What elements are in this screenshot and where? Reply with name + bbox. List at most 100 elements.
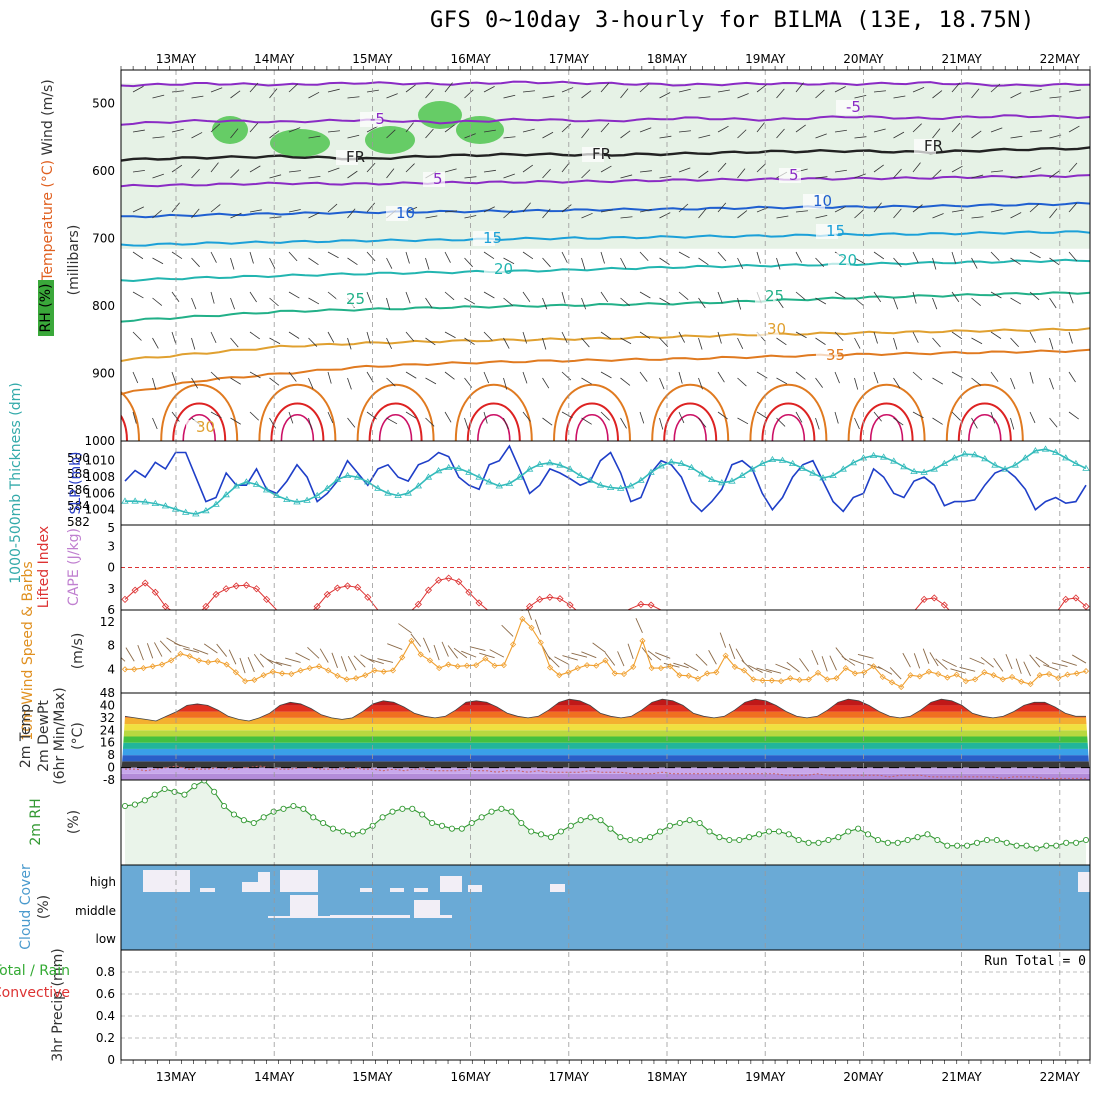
wind-speed-point — [814, 669, 822, 676]
wind-speed-point — [260, 672, 267, 679]
wind-barb — [230, 377, 241, 385]
wind-speed-point — [768, 677, 775, 684]
wind-barb — [444, 124, 455, 133]
rh-ylabel-units-part: (%) — [66, 810, 82, 834]
wind-barb-10m — [433, 644, 440, 661]
wind-barb — [522, 128, 535, 133]
wind-barb — [191, 377, 199, 389]
contour-label: 10 — [813, 192, 832, 210]
wind-barb — [912, 411, 924, 419]
thickness-point — [232, 482, 240, 489]
date-label-bottom: 15MAY — [352, 1070, 393, 1084]
wind-barb — [483, 251, 495, 259]
wind-barb — [756, 411, 768, 419]
wind-barb — [249, 411, 259, 421]
wind-barb — [990, 331, 1002, 339]
wind-barb — [483, 411, 488, 424]
temp-ylabel-minmax-part: (6hr Min/Max) — [52, 687, 68, 784]
wind-barb — [425, 337, 436, 346]
wind-speed-point — [602, 657, 609, 664]
li-ylabel-cape: CAPE (J/kg) — [66, 528, 82, 606]
wind-barb — [912, 331, 919, 343]
wind-barb — [425, 215, 438, 219]
wind-barb — [678, 130, 691, 133]
wind-speed-point — [140, 665, 147, 672]
wind-barb — [1010, 257, 1021, 265]
wind-speed-point — [778, 678, 785, 685]
wind-barb — [288, 371, 297, 382]
temperature-contour-40 — [466, 402, 521, 441]
thickness-tick-label: 586 — [67, 483, 90, 497]
thickness-point — [940, 459, 949, 466]
rh-point — [211, 788, 218, 795]
wind-barb — [971, 417, 978, 429]
date-label-bottom: 13MAY — [156, 1070, 197, 1084]
lifted-index-marks — [121, 567, 1090, 610]
wind-barb — [932, 337, 941, 348]
wind-barb-10m — [655, 652, 671, 659]
temp-band — [121, 705, 1090, 712]
wind-barb — [327, 411, 334, 424]
wind-barb — [347, 337, 352, 350]
wind-barb — [951, 411, 961, 421]
temperature-contour-40 — [859, 402, 914, 441]
rh-point — [349, 831, 356, 838]
thickness-point — [192, 510, 200, 517]
wind-barb — [522, 411, 531, 422]
thickness-point — [293, 498, 301, 505]
contour-label: 30 — [196, 418, 215, 436]
temperature-contour-40 — [957, 402, 1012, 441]
cloud-block — [200, 888, 215, 892]
wind-barb — [815, 337, 826, 345]
wind-barb — [1049, 417, 1058, 428]
wind-speed-point — [269, 668, 276, 675]
rh-point — [181, 791, 188, 798]
panel-frames — [120, 66, 1091, 1064]
contour-label: -5 — [370, 110, 385, 128]
wind-barb — [561, 331, 568, 343]
wind-barb — [405, 411, 417, 419]
temp-ylabel-temp-part: 2m Temp — [18, 704, 34, 768]
temperature-contour-35 — [121, 391, 140, 441]
wind-barb — [1068, 251, 1078, 262]
wind-barb — [327, 291, 338, 300]
wind-barb — [308, 91, 320, 99]
wind-barb — [249, 122, 259, 133]
thickness-point — [657, 462, 665, 469]
wind-barb-10m — [174, 642, 190, 649]
wind-barb — [1049, 134, 1062, 139]
wind-barb — [737, 297, 742, 310]
wind-barb — [854, 136, 867, 139]
contour-label: 30 — [767, 320, 786, 338]
li-tick-label: 3 — [107, 582, 115, 596]
wind-barb — [405, 371, 417, 379]
wind-barb — [1049, 337, 1054, 350]
lifted-index-point — [424, 586, 433, 594]
temp-band — [121, 724, 1090, 731]
thickness-point — [181, 508, 190, 515]
wind-barb — [1049, 170, 1060, 179]
lifted-index-point — [566, 601, 574, 609]
wind-speed-point — [546, 664, 554, 671]
wind-barb — [230, 337, 239, 348]
wind-barb — [620, 216, 633, 219]
rh-shading-green — [365, 126, 415, 154]
rh-point — [716, 834, 723, 841]
wind-speed-point — [759, 677, 766, 684]
wind-barb — [815, 297, 827, 305]
wind-barb — [230, 297, 236, 310]
wind-barb — [152, 337, 159, 349]
temperature-contour — [121, 174, 1090, 188]
wind-barb — [152, 94, 165, 99]
wind-barb-10m — [581, 651, 597, 659]
rh-point — [151, 791, 158, 798]
wind-barb — [834, 331, 844, 342]
wind-barb — [600, 291, 609, 303]
li-ylabel: Lifted Index — [36, 526, 52, 608]
wind-barb-10m — [410, 633, 422, 647]
wind-barb — [678, 88, 691, 93]
wind-barb — [951, 209, 964, 213]
wind-barb — [152, 297, 163, 306]
temperature-contour-45 — [771, 414, 806, 441]
